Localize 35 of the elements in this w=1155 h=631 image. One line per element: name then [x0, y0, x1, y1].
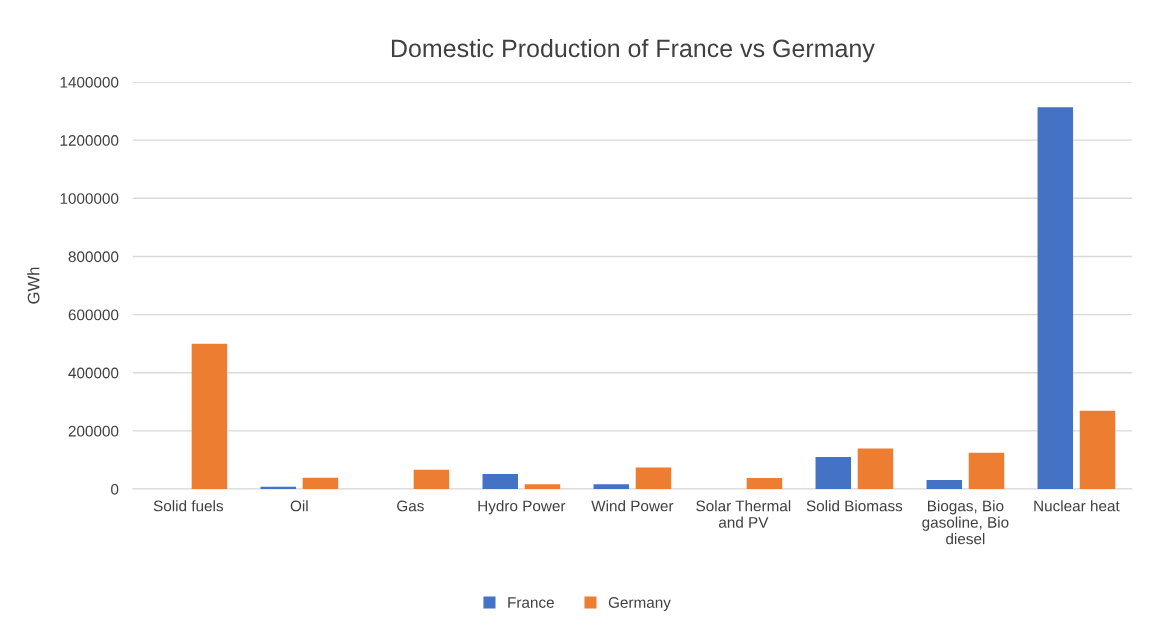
x-tick-label: Nuclear heat	[1034, 500, 1120, 512]
bar	[191, 343, 228, 490]
y-tick-label: 600000	[68, 309, 119, 321]
y-tick-label: 400000	[68, 367, 119, 379]
bar	[593, 484, 630, 490]
chart-title: Domestic Production of France vs Germany	[391, 38, 875, 63]
x-tick-label: Solid fuels	[153, 500, 224, 512]
x-tick-label: Wind Power	[591, 500, 674, 512]
y-tick-label: 1200000	[60, 135, 119, 146]
bar	[413, 469, 450, 490]
x-tick-label: Biogas, Bio gasoline, Bio diesel	[922, 500, 1009, 545]
bar	[302, 477, 339, 490]
bar	[1079, 410, 1116, 490]
bar	[524, 484, 561, 490]
y-axis-title: GWh	[27, 267, 40, 304]
y-tick-label: 1400000	[60, 76, 119, 88]
bar	[926, 480, 963, 490]
y-tick-label: 1000000	[60, 193, 119, 204]
x-tick-label: Solar Thermal and PV	[696, 500, 791, 528]
bar	[635, 467, 672, 490]
y-tick-label: 200000	[68, 425, 119, 437]
x-tick-label: Solid Biomass	[806, 500, 903, 512]
legend-label: France	[508, 597, 554, 608]
bar	[1037, 107, 1074, 490]
y-tick-label: 0	[111, 483, 119, 495]
bar	[746, 477, 783, 490]
legend-label: Germany	[608, 597, 671, 611]
x-tick-label: Gas	[397, 500, 424, 512]
x-tick-label: Oil	[290, 500, 308, 512]
bar	[857, 448, 894, 490]
bar	[482, 473, 519, 490]
x-tick-label: Hydro Power	[478, 500, 566, 515]
y-tick-label: 800000	[68, 251, 119, 263]
bar	[968, 452, 1005, 490]
bar	[815, 457, 852, 490]
